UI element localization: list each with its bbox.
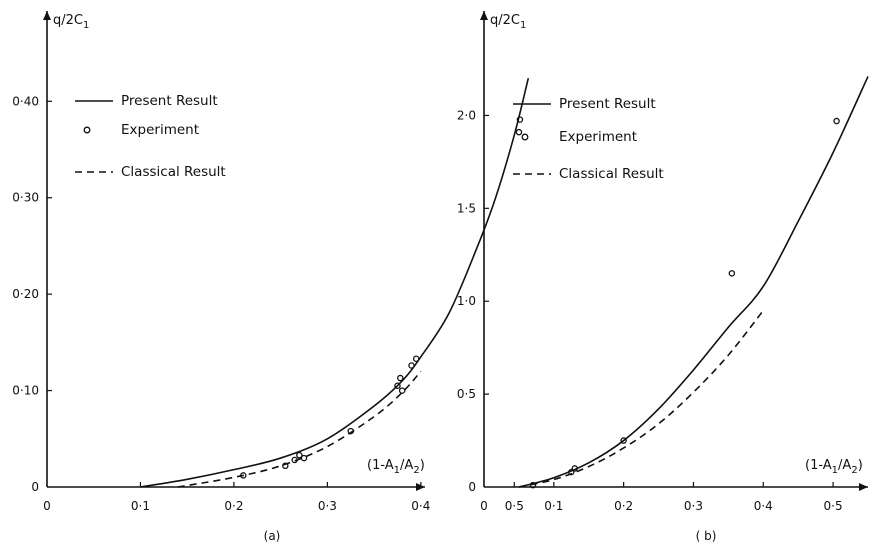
x-tick-label: 0·2: [614, 499, 633, 513]
panel-caption: ( b): [696, 529, 717, 543]
present-result-line: [140, 78, 528, 487]
y-tick-label: 2·0: [457, 108, 476, 122]
y-axis-label: q/2C1: [490, 13, 526, 31]
y-axis-label-sub: 1: [520, 20, 526, 31]
y-tick-label: 1·5: [457, 201, 476, 215]
x-tick-label: 0·5: [505, 499, 524, 513]
y-tick-label: 0·20: [12, 287, 39, 301]
x-axis-label-part3: ): [420, 458, 425, 473]
x-tick-label: 0·4: [411, 499, 430, 513]
y-tick-label: 0·40: [12, 94, 39, 108]
x-axis-label-part2: /A: [400, 458, 413, 473]
legend-experiment-label: Experiment: [559, 129, 637, 145]
experiment-point: [409, 363, 414, 368]
legend-experiment-swatch: [84, 127, 90, 133]
classical-result-line: [519, 311, 763, 487]
y-axis-label: q/2C1: [53, 13, 89, 31]
legend-classical-label: Classical Result: [121, 164, 226, 180]
x-axis-label-part1: (1-A: [367, 458, 394, 473]
experiment-point: [834, 118, 839, 123]
y-axis-arrow: [480, 11, 488, 20]
x-axis-label-part1: (1-A: [805, 458, 832, 473]
y-tick-label: 0: [31, 480, 39, 494]
y-tick-label: 0·30: [12, 191, 39, 205]
legend-experiment-swatch: [522, 134, 528, 140]
x-axis-label-part3: ): [858, 458, 863, 473]
experiment-point: [516, 130, 521, 135]
x-tick-label: 0·2: [224, 499, 243, 513]
chart-panel-a: 0 0·1 0·2 0·3 0·4 0·500·100·200·300·40q/2C1(1…: [12, 11, 528, 543]
x-tick-label: 0·3: [318, 499, 337, 513]
y-axis-label-sub: 1: [83, 20, 89, 31]
x-tick-label: 0: [480, 499, 488, 513]
y-tick-label: 0·5: [457, 387, 476, 401]
panel-caption: (a): [264, 529, 281, 543]
x-tick-label: 0·3: [684, 499, 703, 513]
chart-panel-b: 0 0·1 0·2 0·3 0·4 0·500·51·01·52·0q/2C1(1-A1/…: [457, 11, 868, 543]
y-tick-label: 0: [468, 480, 476, 494]
x-tick-label: 0: [43, 499, 51, 513]
legend-present-label: Present Result: [559, 96, 656, 112]
x-tick-label: 0·1: [131, 499, 150, 513]
x-axis-label: (1-A1/A2): [367, 458, 425, 476]
x-tick-label: 0·4: [754, 499, 773, 513]
legend-experiment-label: Experiment: [121, 122, 199, 138]
x-tick-label: 0·5: [824, 499, 843, 513]
y-tick-label: 1·0: [457, 294, 476, 308]
experiment-point: [398, 375, 403, 380]
experiment-point: [414, 356, 419, 361]
x-axis-arrow: [859, 483, 868, 491]
experiment-point: [729, 271, 734, 276]
y-axis-arrow: [43, 11, 51, 20]
y-axis-label-main: q/2C: [53, 13, 83, 28]
legend-classical-label: Classical Result: [559, 166, 664, 182]
experiment-point: [400, 388, 405, 393]
experiment-point: [301, 455, 306, 460]
y-axis-label-main: q/2C: [490, 13, 520, 28]
x-axis-label-part2: /A: [838, 458, 851, 473]
y-tick-label: 0·10: [12, 384, 39, 398]
x-axis-label: (1-A1/A2): [805, 458, 863, 476]
legend-present-label: Present Result: [121, 93, 218, 109]
x-tick-label: 0·1: [544, 499, 563, 513]
